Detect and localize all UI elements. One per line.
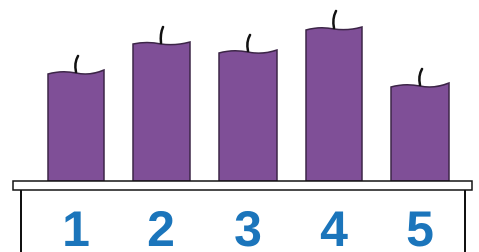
label: 4 bbox=[320, 201, 348, 252]
candle-illustration: 1 2 3 4 5 bbox=[0, 0, 479, 252]
labels: 1 2 3 4 5 bbox=[62, 201, 434, 252]
wick bbox=[419, 69, 422, 85]
label: 3 bbox=[234, 201, 262, 252]
wick bbox=[247, 35, 250, 51]
candle bbox=[391, 83, 449, 181]
candle bbox=[133, 42, 190, 181]
wick bbox=[161, 27, 163, 43]
candles bbox=[48, 11, 449, 181]
label: 5 bbox=[406, 201, 434, 252]
candle bbox=[306, 27, 362, 181]
label: 2 bbox=[147, 201, 175, 252]
candle bbox=[219, 50, 277, 181]
wick bbox=[75, 56, 78, 72]
candle bbox=[48, 70, 104, 181]
wick bbox=[333, 11, 336, 28]
shelf bbox=[13, 181, 472, 190]
label: 1 bbox=[62, 201, 90, 252]
